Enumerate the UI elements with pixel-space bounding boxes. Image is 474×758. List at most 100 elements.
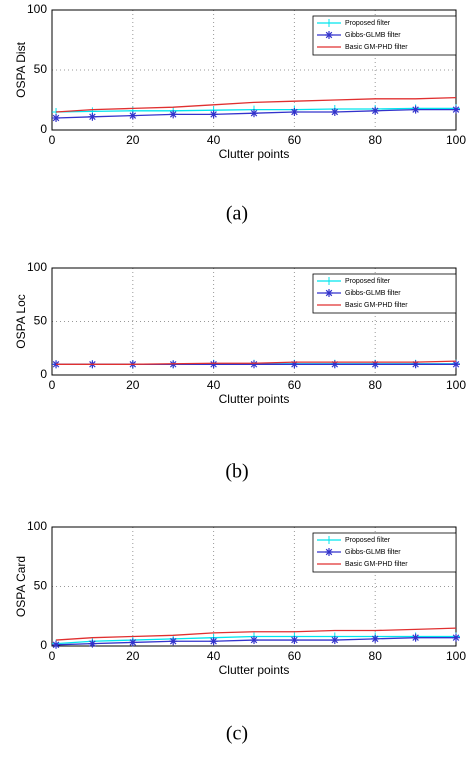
marker bbox=[250, 360, 258, 369]
caption: (c) bbox=[226, 723, 248, 745]
legend-label: Basic GM-PHD filter bbox=[345, 561, 408, 568]
marker-stroke bbox=[250, 109, 258, 117]
x-tick-label: 60 bbox=[288, 378, 302, 392]
marker-stroke bbox=[169, 111, 177, 118]
marker bbox=[250, 636, 258, 645]
marker-stroke bbox=[291, 108, 298, 116]
marker bbox=[330, 636, 339, 645]
y-axis-label: OSPA Loc bbox=[14, 294, 28, 348]
marker-stroke bbox=[250, 636, 258, 644]
marker bbox=[209, 637, 218, 646]
marker-stroke bbox=[250, 361, 258, 368]
marker-stroke bbox=[52, 641, 60, 649]
marker bbox=[169, 637, 178, 646]
x-tick-label: 0 bbox=[49, 133, 56, 147]
marker bbox=[330, 360, 339, 369]
marker bbox=[325, 19, 333, 27]
legend-label: Basic GM-PHD filter bbox=[345, 44, 408, 51]
marker bbox=[88, 112, 97, 121]
x-tick-label: 40 bbox=[207, 133, 221, 147]
marker bbox=[88, 639, 97, 648]
marker-stroke bbox=[412, 634, 419, 641]
marker bbox=[250, 109, 258, 118]
marker-stroke bbox=[325, 31, 333, 39]
axes-frame bbox=[51, 526, 457, 647]
x-axis-label: Clutter points bbox=[219, 392, 290, 406]
marker bbox=[371, 634, 380, 643]
y-tick-label: 100 bbox=[27, 260, 47, 274]
marker bbox=[128, 638, 137, 647]
marker-stroke bbox=[129, 639, 137, 646]
y-tick-label: 0 bbox=[40, 367, 47, 381]
marker bbox=[325, 31, 333, 39]
legend: Proposed filter Gibbs-GLMB filter Basic GM… bbox=[312, 532, 457, 573]
x-tick-label: 80 bbox=[369, 649, 383, 663]
marker-stroke bbox=[371, 635, 379, 643]
marker bbox=[325, 277, 333, 285]
y-tick-label: 100 bbox=[27, 2, 47, 16]
marker-stroke bbox=[331, 636, 339, 644]
series-line bbox=[55, 96, 457, 113]
y-axis-label: OSPA Dist bbox=[14, 41, 28, 97]
marker-stroke bbox=[210, 637, 217, 645]
marker bbox=[290, 108, 299, 116]
marker bbox=[411, 633, 420, 642]
x-axis-label: Clutter points bbox=[219, 663, 290, 677]
axes-frame bbox=[51, 9, 457, 131]
marker bbox=[52, 114, 61, 122]
legend-label: Gibbs-GLMB filter bbox=[345, 32, 401, 39]
caption: (a) bbox=[226, 203, 248, 225]
legend-label: Gibbs-GLMB filter bbox=[345, 549, 401, 556]
marker-stroke bbox=[89, 113, 96, 121]
marker-stroke bbox=[452, 106, 460, 113]
marker bbox=[128, 111, 137, 120]
x-tick-label: 80 bbox=[369, 133, 383, 147]
series-line bbox=[55, 627, 457, 641]
x-tick-label: 0 bbox=[49, 378, 56, 392]
marker-stroke bbox=[452, 361, 460, 368]
x-tick-label: 60 bbox=[288, 649, 302, 663]
legend: Proposed filter Gibbs-GLMB filter Basic GM… bbox=[312, 15, 457, 56]
y-axis-label: OSPA Card bbox=[14, 556, 28, 617]
x-tick-label: 20 bbox=[126, 133, 140, 147]
y-tick-label: 50 bbox=[34, 579, 48, 593]
marker-stroke bbox=[52, 114, 60, 122]
marker bbox=[52, 640, 61, 649]
marker bbox=[290, 636, 299, 645]
x-tick-label: 20 bbox=[126, 378, 140, 392]
x-tick-label: 100 bbox=[446, 133, 466, 147]
x-tick-label: 80 bbox=[369, 378, 383, 392]
marker-stroke bbox=[210, 361, 217, 368]
marker-stroke bbox=[331, 108, 339, 116]
marker bbox=[209, 360, 218, 369]
x-tick-label: 20 bbox=[126, 649, 140, 663]
legend-label: Proposed filter bbox=[345, 278, 391, 285]
legend-label: Proposed filter bbox=[345, 537, 391, 544]
marker-stroke bbox=[452, 634, 460, 641]
marker bbox=[169, 110, 178, 119]
x-tick-label: 40 bbox=[207, 649, 221, 663]
marker bbox=[452, 105, 460, 114]
marker-stroke bbox=[325, 289, 333, 297]
caption: (b) bbox=[225, 461, 248, 483]
legend-label: Basic GM-PHD filter bbox=[345, 302, 408, 309]
marker-stroke bbox=[169, 637, 177, 645]
x-tick-label: 100 bbox=[446, 649, 466, 663]
series-line bbox=[56, 360, 457, 365]
marker-stroke bbox=[89, 640, 96, 647]
x-axis-label: Clutter points bbox=[219, 147, 290, 161]
y-tick-label: 0 bbox=[40, 122, 47, 136]
marker-stroke bbox=[371, 107, 379, 115]
x-tick-label: 100 bbox=[446, 378, 466, 392]
y-tick-label: 50 bbox=[34, 314, 48, 328]
marker bbox=[325, 548, 333, 556]
marker-stroke bbox=[291, 636, 298, 644]
marker-stroke bbox=[129, 112, 137, 119]
x-tick-label: 40 bbox=[207, 378, 221, 392]
marker-stroke bbox=[210, 111, 217, 118]
marker-stroke bbox=[325, 548, 333, 556]
marker bbox=[290, 360, 299, 369]
marker bbox=[325, 289, 333, 297]
